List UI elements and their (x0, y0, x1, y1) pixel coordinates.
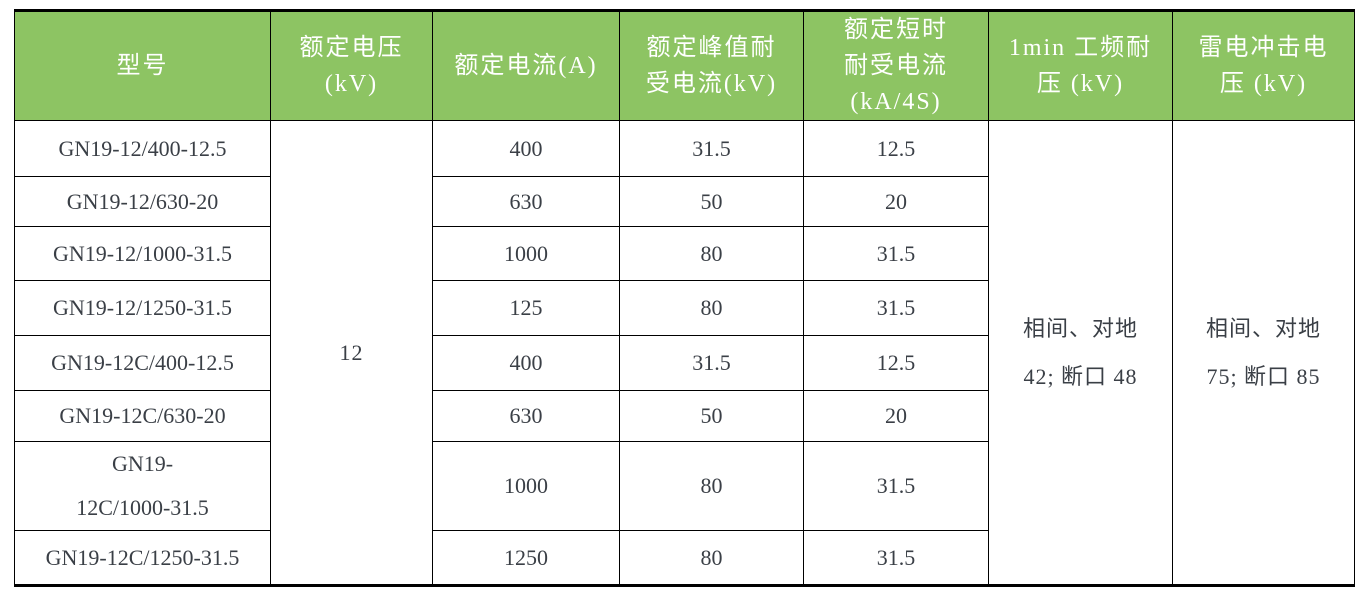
peak-current-cell: 80 (619, 441, 804, 531)
header-short-time-withstand-current: 额定短时 耐受电流 (kA/4S) (803, 10, 989, 121)
header-power-frequency-withstand-voltage: 1min 工频耐 压 (kV) (988, 10, 1173, 121)
rated-current-cell: 125 (432, 280, 620, 336)
rated-current-cell: 630 (432, 176, 620, 227)
rated-current-cell: 630 (432, 390, 620, 442)
lightning-impulse-cell: 相间、对地 75; 断口 85 (1172, 120, 1355, 586)
table-header-row: 型号 额定电压 (kV) 额定电流(A) 额定峰值耐 受电流(kV) 额定短时 … (14, 10, 1355, 121)
peak-current-cell: 80 (619, 530, 804, 586)
peak-current-cell: 31.5 (619, 120, 804, 177)
short-time-current-cell: 31.5 (803, 441, 989, 531)
power-frequency-withstand-cell: 相间、对地 42; 断口 48 (988, 120, 1173, 586)
table-row: GN19-12/400-12.5 12 400 31.5 12.5 相间、对地 … (14, 120, 1355, 586)
model-cell: GN19-12/400-12.5 (14, 120, 271, 177)
table-row: GN19- 12C/1000-31.5 1000 80 31.5 (14, 441, 1355, 531)
rated-voltage-cell: 12 (270, 120, 433, 586)
table-row: GN19-12/1000-31.5 1000 80 31.5 (14, 226, 1355, 281)
model-cell: GN19- 12C/1000-31.5 (14, 441, 271, 531)
rated-current-cell: 1000 (432, 226, 620, 281)
model-cell: GN19-12/1250-31.5 (14, 280, 271, 336)
spec-table: 型号 额定电压 (kV) 额定电流(A) 额定峰值耐 受电流(kV) 额定短时 … (14, 9, 1355, 587)
table-row: GN19-12C/630-20 630 50 20 (14, 390, 1355, 442)
model-cell: GN19-12C/400-12.5 (14, 335, 271, 391)
short-time-current-cell: 20 (803, 176, 989, 227)
header-rated-voltage: 额定电压 (kV) (270, 10, 433, 121)
short-time-current-cell: 12.5 (803, 120, 989, 177)
peak-current-cell: 31.5 (619, 335, 804, 391)
model-cell: GN19-12C/630-20 (14, 390, 271, 442)
short-time-current-cell: 20 (803, 390, 989, 442)
header-rated-current: 额定电流(A) (432, 10, 620, 121)
table-row: GN19-12C/1250-31.5 1250 80 31.5 (14, 530, 1355, 586)
rated-current-cell: 1250 (432, 530, 620, 586)
peak-current-cell: 50 (619, 390, 804, 442)
short-time-current-cell: 31.5 (803, 226, 989, 281)
header-lightning-impulse-voltage: 雷电冲击电 压 (kV) (1172, 10, 1355, 121)
peak-current-cell: 80 (619, 226, 804, 281)
short-time-current-cell: 12.5 (803, 335, 989, 391)
peak-current-cell: 50 (619, 176, 804, 227)
peak-current-cell: 80 (619, 280, 804, 336)
rated-current-cell: 400 (432, 335, 620, 391)
table-row: GN19-12/1250-31.5 125 80 31.5 (14, 280, 1355, 336)
model-cell: GN19-12/1000-31.5 (14, 226, 271, 281)
rated-current-cell: 400 (432, 120, 620, 177)
header-model: 型号 (14, 10, 271, 121)
model-cell: GN19-12/630-20 (14, 176, 271, 227)
short-time-current-cell: 31.5 (803, 280, 989, 336)
table-row: GN19-12/630-20 630 50 20 (14, 176, 1355, 227)
rated-current-cell: 1000 (432, 441, 620, 531)
model-cell: GN19-12C/1250-31.5 (14, 530, 271, 586)
header-peak-withstand-current: 额定峰值耐 受电流(kV) (619, 10, 804, 121)
short-time-current-cell: 31.5 (803, 530, 989, 586)
